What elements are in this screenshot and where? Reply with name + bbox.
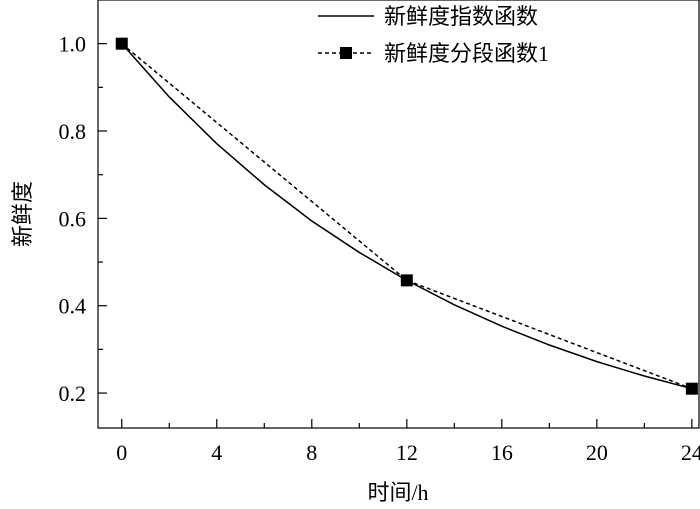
- legend-label-exponential: 新鲜度指数函数: [384, 4, 538, 29]
- data-point-marker: [685, 382, 698, 395]
- x-axis-label: 时间/h: [367, 480, 428, 505]
- x-tick-label: 20: [586, 440, 608, 465]
- x-tick-label: 12: [396, 440, 418, 465]
- y-tick-label: 0.2: [59, 381, 87, 406]
- x-tick-label: 4: [211, 440, 222, 465]
- data-point-marker: [400, 274, 413, 287]
- legend-label-piecewise: 新鲜度分段函数1: [384, 41, 549, 66]
- x-tick-label: 8: [306, 440, 317, 465]
- legend-marker-piecewise: [340, 47, 352, 59]
- y-tick-label: 1.0: [59, 32, 87, 57]
- y-axis-label: 新鲜度: [10, 181, 35, 247]
- y-tick-label: 0.4: [59, 294, 87, 319]
- x-tick-label: 16: [491, 440, 513, 465]
- x-tick-label: 24: [681, 440, 700, 465]
- series-piecewise-line: [121, 43, 693, 390]
- series-layer: [115, 37, 698, 395]
- tick-layer: 0 4 8 12 16 20 24 0.2 0.4 0.6 0.8 1.0: [59, 32, 700, 465]
- series-exponential-line: [121, 43, 693, 390]
- y-tick-label: 0.6: [59, 206, 87, 231]
- plot-area-frame: [97, 0, 700, 429]
- y-tick-label: 0.8: [59, 119, 87, 144]
- data-point-marker: [115, 37, 128, 50]
- x-tick-label: 0: [116, 440, 127, 465]
- legend: 新鲜度指数函数 新鲜度分段函数1: [318, 4, 549, 66]
